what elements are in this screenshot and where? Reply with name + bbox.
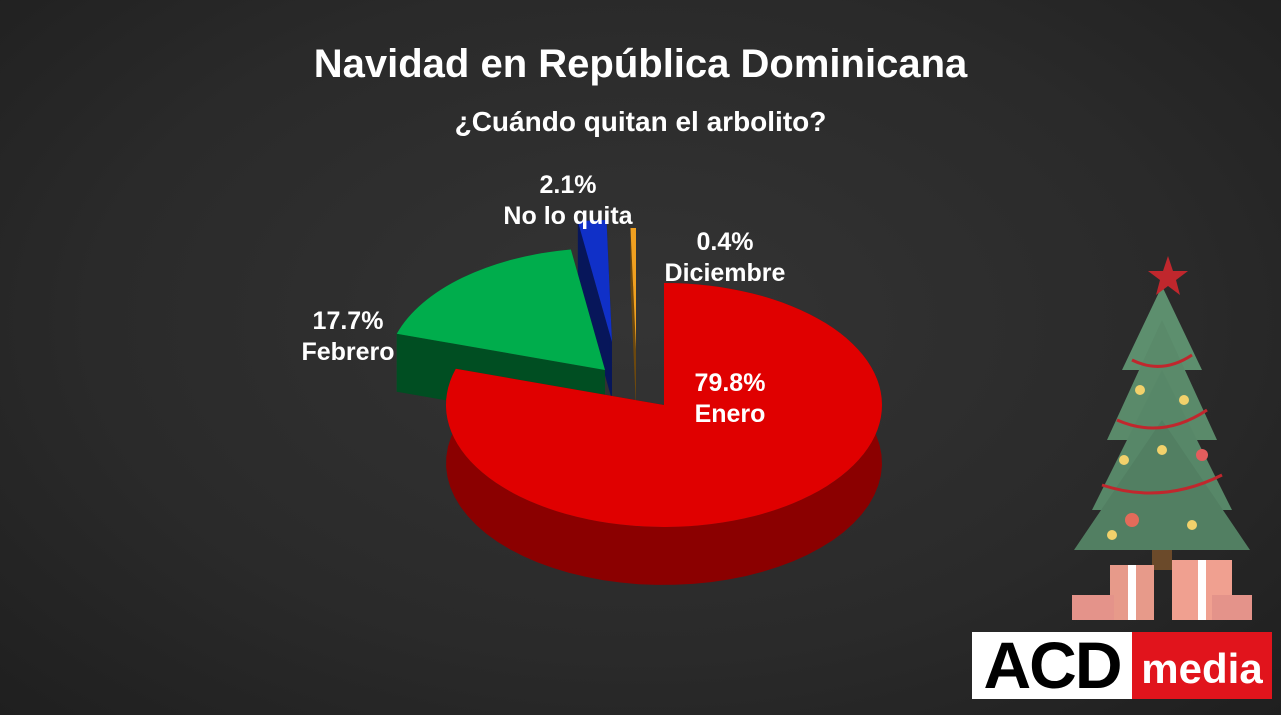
label-febrero-value: 17.7% — [312, 307, 384, 335]
label-no-lo-quita-value: 2.1% — [539, 171, 597, 199]
label-febrero-name: Febrero — [301, 338, 395, 366]
label-enero-value: 79.8% — [694, 369, 766, 397]
pie-slice-wall — [630, 228, 636, 408]
pie-slice-wall — [577, 221, 612, 400]
logo-acd-text: ACD — [972, 632, 1132, 699]
pie-slice-top — [396, 249, 605, 370]
label-no-lo-quita: 2.1% No lo quita — [478, 170, 658, 232]
pie-slice-diciembre — [630, 227, 636, 408]
pie-slice-top — [445, 283, 882, 527]
acd-media-logo: ACD media — [972, 632, 1272, 699]
pie-slice-no-lo-quita — [577, 220, 612, 400]
pie-slice-enero — [445, 283, 882, 585]
label-diciembre-name: Diciembre — [664, 259, 786, 287]
label-enero-name: Enero — [694, 400, 766, 428]
pie-slice-top — [630, 227, 636, 350]
chart-title: Navidad en República Dominicana — [313, 42, 968, 86]
pie-slice-top — [577, 220, 612, 342]
label-diciembre-value: 0.4% — [696, 228, 754, 256]
label-diciembre: 0.4% Diciembre — [645, 227, 805, 289]
label-febrero: 17.7% Febrero — [268, 306, 428, 368]
christmas-tree-icon — [1072, 256, 1252, 620]
chart-subtitle: ¿Cuándo quitan el arbolito? — [454, 106, 827, 137]
logo-media-text: media — [1132, 632, 1272, 699]
label-no-lo-quita-name: No lo quita — [503, 202, 633, 230]
label-enero: 79.8% Enero — [650, 368, 810, 430]
